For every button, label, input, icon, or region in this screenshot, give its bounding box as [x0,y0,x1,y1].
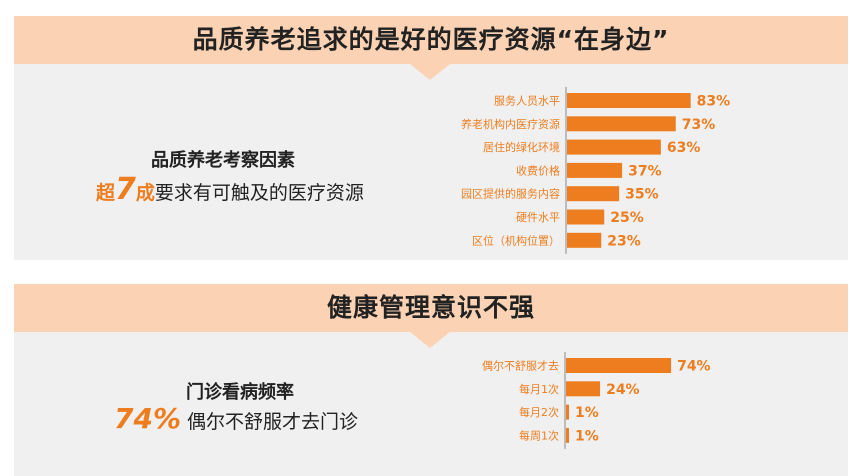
chart2-bar [566,381,601,397]
chart1-value-label: 83% [697,94,731,110]
section1-prefix: 超 [96,182,116,204]
section1-panel [14,64,848,260]
chart1-value-label: 63% [667,140,701,156]
chart2-bar [566,404,569,420]
section2-left-headline: 74% 偶尔不舒服才去门诊 [114,402,358,435]
chart1-category-label: 居住的绿化环境 [483,140,560,154]
chart1-value-label: 73% [682,117,716,133]
section1-banner: 品质养老追求的是好的医疗资源“在身边” [14,16,848,64]
chart1-category-label: 养老机构内医疗资源 [461,117,560,131]
chart2-value-label: 74% [677,359,711,375]
section1-left-headline: 超7成要求有可触及的医疗资源 [96,172,364,207]
chart2-value-label: 1% [575,428,599,444]
section1-big-number: 7 [115,172,136,207]
chart1-value-label: 35% [625,187,659,203]
section1-left-title: 品质养老考察因素 [151,150,295,171]
section1-suffix: 成 [135,182,155,204]
chart2-value-label: 1% [575,405,599,421]
section1-banner-pointer [410,64,450,80]
chart1-bar [567,116,676,132]
chart2-category-label: 每月1次 [519,382,559,396]
section1-left-text: 要求有可触及的医疗资源 [154,182,364,204]
chart1-category-label: 收费价格 [516,163,560,177]
section2-banner-pointer [410,332,450,348]
chart2-category-label: 每月2次 [519,405,559,419]
chart1-bar [567,162,623,178]
chart2-value-label: 24% [606,382,640,398]
chart1-value-label: 37% [628,163,662,179]
chart1-value-label: 25% [610,210,644,226]
section2-left-title: 门诊看病频率 [186,382,294,403]
chart2-category-label: 每周1次 [519,428,559,442]
chart2-bar [566,358,672,373]
chart1-bar [567,139,661,155]
chart2-bar [566,427,569,443]
chart1-category-label: 硬件水平 [516,211,560,224]
chart1-bar [567,232,602,248]
chart1-category-label: 园区提供的服务内容 [461,187,560,201]
chart1-category-label: 服务人员水平 [494,95,560,108]
chart2-category-label: 偶尔不舒服才去 [482,359,559,373]
section2-left-text: 偶尔不舒服才去门诊 [187,411,359,433]
section1-title: 品质养老追求的是好的医疗资源“在身边” [192,25,670,54]
chart1-bar [567,209,605,225]
section2-banner: 健康管理意识不强 [14,284,848,332]
section2-big-number: 74% [114,402,182,435]
section2-panel [14,332,848,476]
chart1-bar [567,186,620,202]
chart1-bar [567,93,691,108]
chart1-category-label: 区位（机构位置） [472,233,560,247]
chart1-value-label: 23% [607,233,641,249]
section2-title: 健康管理意识不强 [326,293,535,322]
